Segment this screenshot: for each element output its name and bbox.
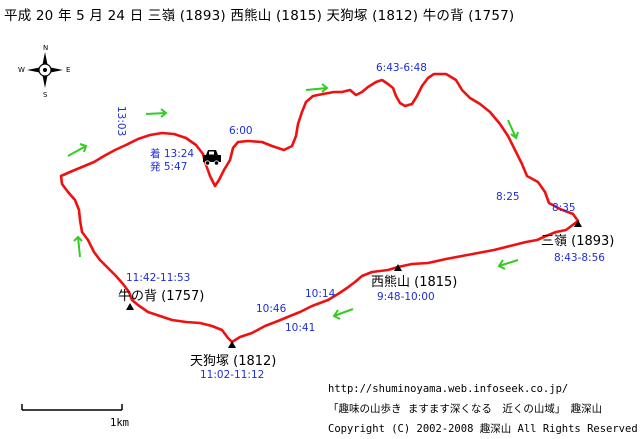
direction-arrows [67,83,519,320]
time-1142: 11:42-11:53 [126,272,190,284]
time-825: 8:25 [496,191,520,203]
direction-arrow-bottom-mid [332,308,354,320]
car-icon [203,150,221,166]
peak-tenguzuka: 天狗塚 (1812) [190,354,276,369]
time-1046: 10:46 [256,303,287,315]
footer-url: http://shuminoyama.web.infoseek.co.jp/ [328,383,568,395]
scale-label: 1km [110,417,129,429]
peak-sanrei: 三嶺 (1893) [541,234,614,249]
time-1014: 10:14 [305,288,336,300]
direction-arrow-left-top [67,143,88,157]
time-600: 6:00 [229,125,253,137]
peak-marker-tenguzuka [228,341,236,348]
peak-marker-ushinose [126,303,134,310]
direction-arrow-top-left [145,108,168,118]
compass-n: N [43,44,48,52]
footer-copyright: Copyright (C) 2002-2008 趣深山 All Rights R… [328,422,638,435]
direction-arrow-left-mid [73,235,83,258]
footer-site: 「趣味の山歩き ますます深くなる 近くの山域」 趣深山 [328,402,602,415]
parking-depart: 発 5:47 [150,160,187,173]
map-title: 平成 20 年 5 月 24 日 三嶺 (1893) 西熊山 (1815) 天狗… [4,8,515,24]
direction-arrow-top-mid [305,83,329,93]
peak-nishikuma: 西熊山 (1815) [371,274,457,290]
peak-marker-sanrei [574,220,582,227]
time-843: 8:43-8:56 [554,252,605,264]
compass-e: E [66,66,70,74]
peak-marker-nishikuma [394,264,402,271]
scale-bar: 1km [21,404,129,429]
direction-arrow-top-right [507,119,519,140]
compass-s: S [43,91,48,99]
parking-arrive: 着 13:24 [150,147,194,160]
compass-rose: N S W E [18,44,70,99]
direction-arrow-right-bottom [497,259,519,270]
time-1102: 11:02-11:12 [200,369,264,381]
time-1303: 13:03 [115,106,127,136]
compass-w: W [18,66,25,74]
hiking-route [59,72,580,344]
peak-ushinose: 牛の背 (1757) [118,289,204,304]
time-643: 6:43-6:48 [376,62,427,74]
time-948: 9:48-10:00 [377,291,435,303]
time-1041: 10:41 [285,322,315,334]
time-835: 8:35 [552,202,576,214]
